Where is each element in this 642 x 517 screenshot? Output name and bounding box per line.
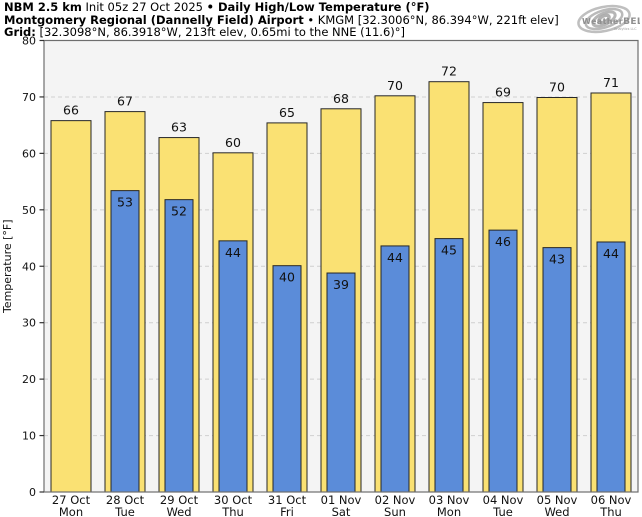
low-value-label: 39 xyxy=(333,277,349,292)
station-name: Montgomery Regional (Dannelly Field) Air… xyxy=(4,12,304,27)
y-tick-label: 20 xyxy=(22,373,36,386)
chart-title-line2: Montgomery Regional (Dannelly Field) Air… xyxy=(4,12,559,27)
high-value-label: 63 xyxy=(171,120,187,135)
bar-high-27-oct xyxy=(50,120,92,493)
model-name: NBM 2.5 km xyxy=(4,0,82,14)
hurricane-swirl-icon xyxy=(577,4,631,34)
y-tick-label: 70 xyxy=(22,91,36,104)
high-value-label: 67 xyxy=(117,94,133,109)
low-value-label: 43 xyxy=(549,252,565,267)
high-value-label: 60 xyxy=(225,135,241,150)
high-value-label: 66 xyxy=(63,103,79,118)
grid-coords: [32.3098°N, 86.3918°W, 213ft elev, 0.65m… xyxy=(35,25,405,40)
init-time: Init 05z 27 Oct 2025 xyxy=(81,0,207,14)
high-value-label: 72 xyxy=(441,64,457,79)
chart-header: NBM 2.5 km Init 05z 27 Oct 2025 • Daily … xyxy=(4,1,559,39)
low-value-label: 44 xyxy=(225,245,241,260)
y-tick-label: 60 xyxy=(22,147,36,160)
grid-label: Grid: xyxy=(4,25,36,40)
x-tick-label-weekday: Fri xyxy=(280,505,294,517)
x-tick-label-date: 04 Nov xyxy=(483,493,524,507)
weatherbell-logo: WeatherBELL Analytics LLC xyxy=(577,4,640,34)
high-value-label: 69 xyxy=(495,85,511,100)
station-coords: • KMGM [32.3006°N, 86.394°W, 221ft elev] xyxy=(303,12,559,27)
y-axis-title: Temperature [°F] xyxy=(1,219,14,314)
high-value-label: 68 xyxy=(333,91,349,106)
bar-low-05-nov xyxy=(542,247,572,493)
bar-low-30-oct xyxy=(218,240,248,493)
x-tick-label-date: 06 Nov xyxy=(591,493,632,507)
bar-low-31-oct xyxy=(272,265,302,493)
x-tick-label-weekday: Tue xyxy=(492,505,513,517)
chart-title-line1: NBM 2.5 km Init 05z 27 Oct 2025 • Daily … xyxy=(4,1,559,14)
bar-low-01-nov xyxy=(326,272,356,493)
bar-low-04-nov xyxy=(488,229,518,493)
high-value-label: 65 xyxy=(279,105,295,120)
low-value-label: 44 xyxy=(603,246,619,261)
x-tick-label-date: 28 Oct xyxy=(106,493,145,507)
y-tick-label: 10 xyxy=(22,430,36,443)
x-tick-label-weekday: Wed xyxy=(544,505,569,517)
x-tick-label-date: 02 Nov xyxy=(375,493,416,507)
x-tick-label-weekday: Thu xyxy=(599,505,622,517)
x-tick-label-weekday: Sat xyxy=(332,505,351,517)
chart-title-line3: Grid: [32.3098°N, 86.3918°W, 213ft elev,… xyxy=(4,26,559,39)
x-tick-label-date: 31 Oct xyxy=(268,493,307,507)
y-tick-label: 80 xyxy=(22,35,36,48)
x-tick-label-weekday: Thu xyxy=(221,505,244,517)
x-tick-label-date: 27 Oct xyxy=(52,493,91,507)
low-value-label: 46 xyxy=(495,234,511,249)
bar-low-02-nov xyxy=(380,245,410,493)
high-value-label: 70 xyxy=(387,78,403,93)
product-name: • Daily High/Low Temperature (°F) xyxy=(206,0,430,14)
x-tick-label-date: 05 Nov xyxy=(537,493,578,507)
bar-low-03-nov xyxy=(434,238,464,493)
logo-text: WeatherBELL xyxy=(582,17,640,27)
y-tick-label: 50 xyxy=(22,204,36,217)
x-tick-label-weekday: Tue xyxy=(114,505,135,517)
y-tick-label: 40 xyxy=(22,260,36,273)
x-tick-label-weekday: Mon xyxy=(437,505,461,517)
x-tick-label-date: 30 Oct xyxy=(214,493,253,507)
low-value-label: 44 xyxy=(387,250,403,265)
high-value-label: 71 xyxy=(603,75,619,90)
x-tick-label-weekday: Sun xyxy=(384,505,406,517)
x-tick-label-weekday: Wed xyxy=(166,505,191,517)
y-tick-label: 30 xyxy=(22,317,36,330)
x-tick-label-date: 01 Nov xyxy=(321,493,362,507)
high-value-label: 70 xyxy=(549,80,565,95)
bar-low-29-oct xyxy=(164,199,194,493)
low-value-label: 52 xyxy=(171,204,187,219)
logo-subtext: Analytics LLC xyxy=(614,27,637,31)
low-value-label: 45 xyxy=(441,243,457,258)
x-tick-label-weekday: Mon xyxy=(59,505,83,517)
bar-low-06-nov xyxy=(596,241,626,493)
x-tick-label-date: 03 Nov xyxy=(429,493,470,507)
low-value-label: 40 xyxy=(279,270,295,285)
x-tick-label-date: 29 Oct xyxy=(160,493,199,507)
y-tick-label: 0 xyxy=(29,486,36,499)
bar-low-28-oct xyxy=(110,190,140,493)
low-value-label: 53 xyxy=(117,195,133,210)
